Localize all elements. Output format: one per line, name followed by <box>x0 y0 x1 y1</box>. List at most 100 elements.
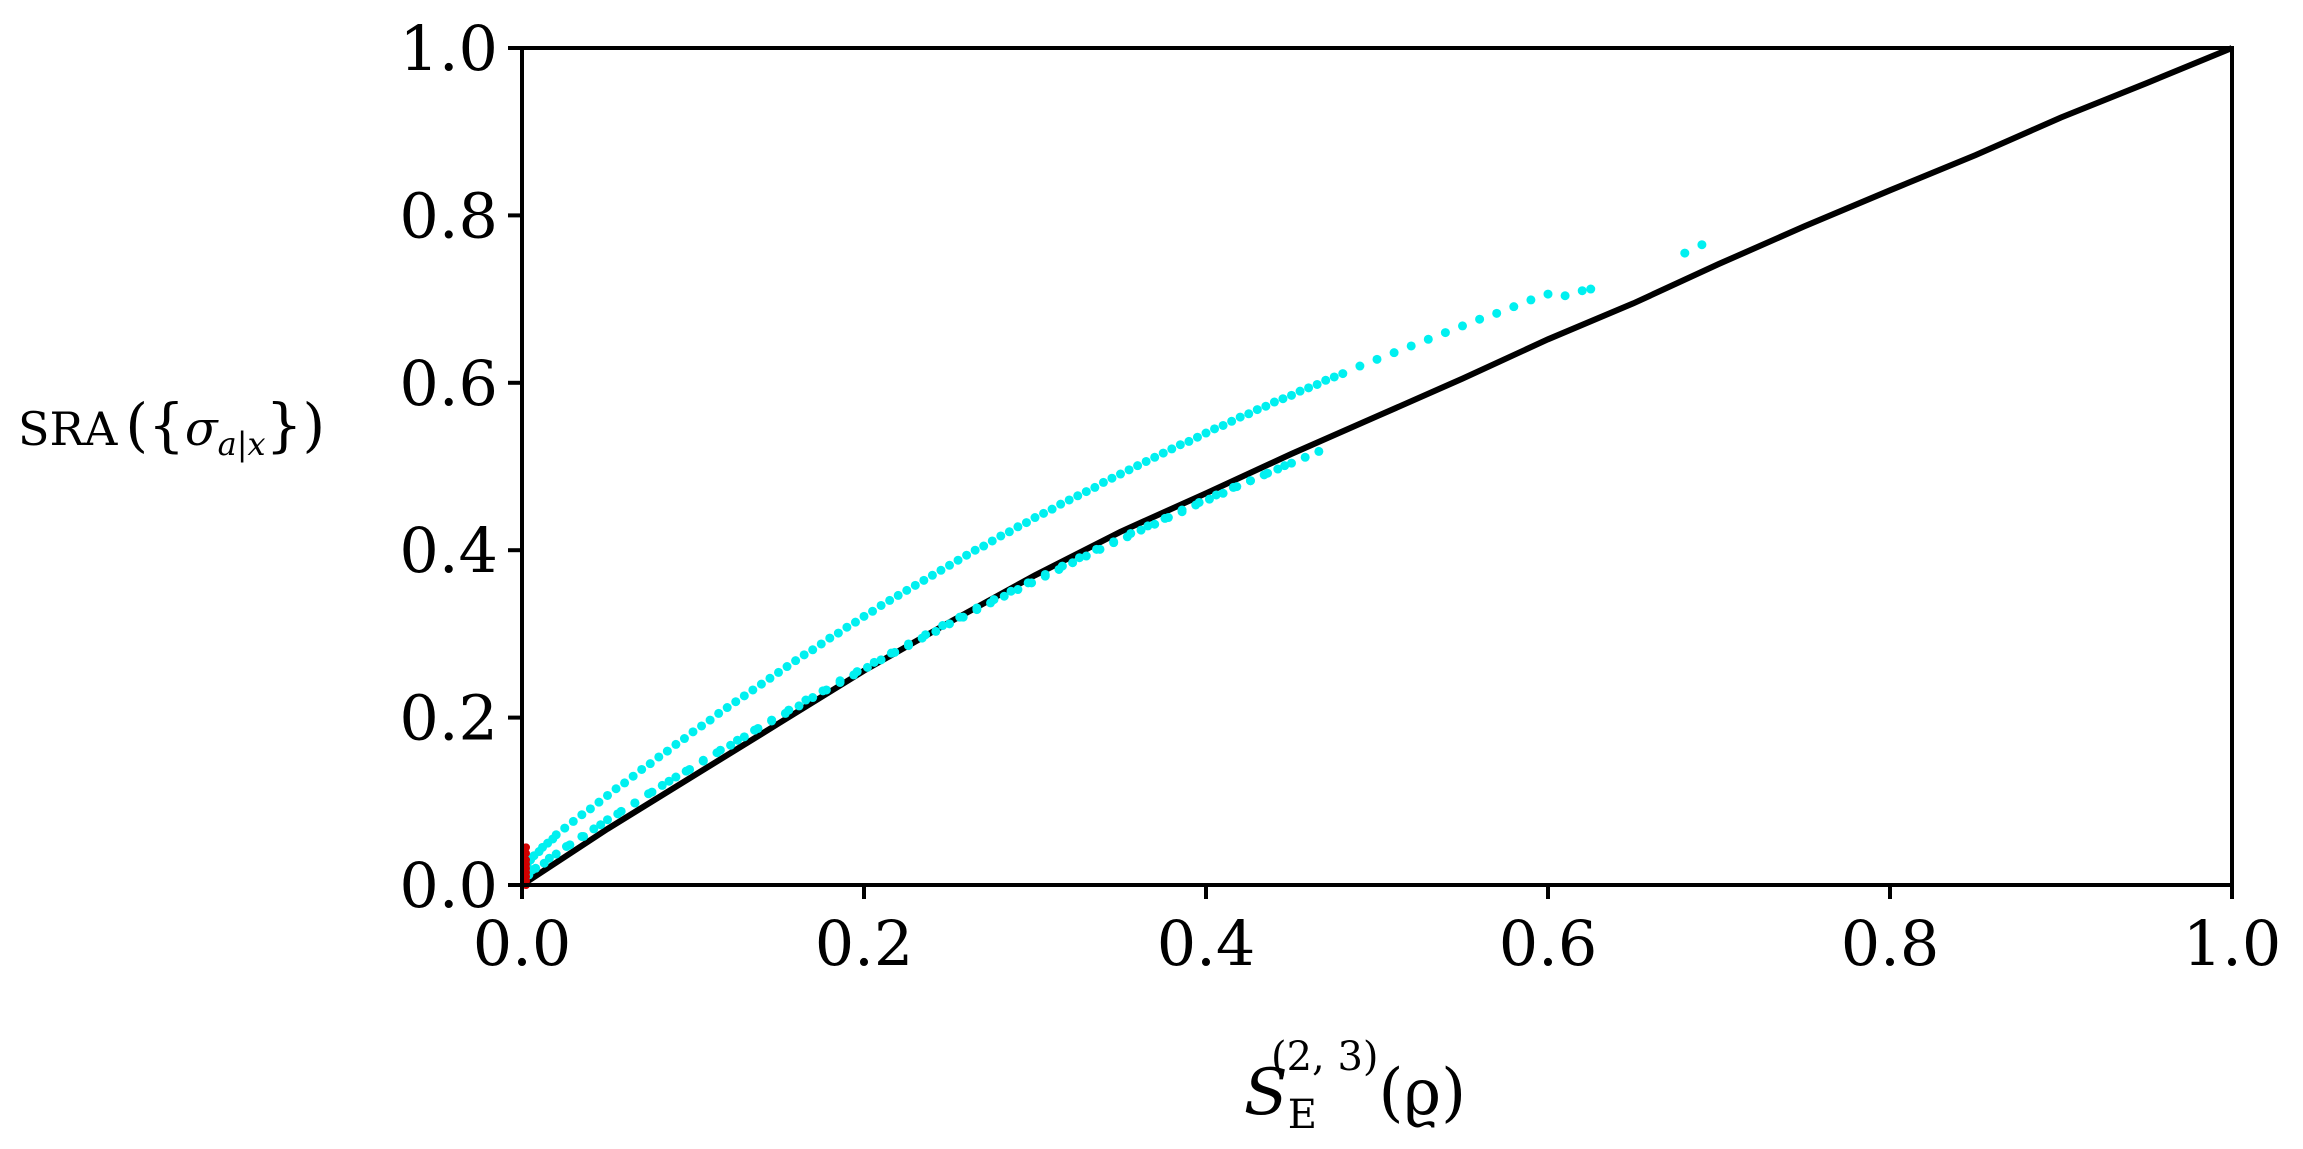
samples-point <box>1389 348 1399 358</box>
samples-point <box>799 650 809 660</box>
samples-point <box>1201 428 1211 438</box>
x-tick-label: 0.2 <box>815 907 914 980</box>
samples-point <box>664 776 674 786</box>
samples-point <box>1143 521 1153 531</box>
samples-point <box>962 550 972 560</box>
plot-area <box>520 45 2234 889</box>
y-tick-label: 0.6 <box>399 347 498 420</box>
samples-point <box>1252 405 1262 415</box>
samples-point <box>726 740 736 750</box>
samples-point <box>1263 468 1273 478</box>
samples-point <box>1312 379 1322 389</box>
samples-point <box>931 626 941 636</box>
samples-point <box>876 655 886 665</box>
samples-point <box>885 595 895 605</box>
samples-point <box>767 715 777 725</box>
y-tick-label: 0.4 <box>399 514 498 587</box>
samples-point <box>1047 504 1057 514</box>
samples-point <box>1013 585 1023 595</box>
samples-point <box>603 815 612 825</box>
samples-point <box>1244 409 1254 419</box>
samples-point <box>893 590 903 600</box>
samples-point <box>1218 420 1228 430</box>
samples-point <box>1184 436 1194 446</box>
samples-point <box>1006 586 1016 596</box>
samples-point <box>987 536 997 546</box>
samples-point <box>698 755 708 765</box>
samples-point <box>1440 328 1450 338</box>
y-axis-label-open: ({ <box>125 391 185 459</box>
samples-point <box>859 611 869 621</box>
y-tick-label: 0.2 <box>399 682 498 755</box>
samples-point <box>842 622 852 632</box>
samples-point <box>620 778 630 788</box>
samples-point <box>681 766 691 776</box>
samples-point <box>852 667 862 677</box>
samples-point <box>972 603 982 613</box>
x-tick-label: 0.8 <box>1841 907 1940 980</box>
samples-point <box>1073 491 1083 501</box>
samples-point <box>945 619 954 629</box>
samples-point <box>1543 289 1553 299</box>
samples-point <box>833 628 843 638</box>
samples-point <box>1074 553 1084 563</box>
x-tick-label: 0.6 <box>1499 907 1598 980</box>
samples-point <box>1287 390 1296 400</box>
samples-point <box>628 771 638 781</box>
samples-point <box>551 830 561 840</box>
samples-point <box>645 759 655 769</box>
samples-point <box>654 752 664 762</box>
samples-point <box>818 686 828 696</box>
samples-point <box>1211 490 1221 500</box>
samples-point <box>1107 473 1117 483</box>
samples-point <box>1560 291 1570 301</box>
samples-point <box>647 787 657 797</box>
samples-point <box>1372 354 1382 364</box>
samples-point <box>671 739 681 749</box>
samples-point <box>1175 440 1185 450</box>
samples-point <box>732 735 742 745</box>
samples-point <box>979 541 989 551</box>
y-axis-label-subscript: a|x <box>218 425 266 463</box>
samples-point <box>1126 528 1136 538</box>
x-axis-label-argument: (ϱ) <box>1379 1056 1467 1130</box>
samples-point <box>801 695 811 705</box>
samples-point <box>1057 561 1067 571</box>
samples-point <box>1475 314 1485 324</box>
samples-point <box>1177 505 1187 515</box>
samples-point <box>1064 495 1074 505</box>
samples-point <box>876 600 886 610</box>
samples-point <box>714 708 724 718</box>
samples-point <box>1329 372 1339 382</box>
samples-point <box>613 809 623 819</box>
samples-point <box>825 633 835 643</box>
samples-point <box>1314 446 1324 456</box>
samples-point <box>1526 295 1536 305</box>
samples-point <box>945 560 954 570</box>
samples-point <box>748 685 758 695</box>
samples-point <box>1338 369 1348 379</box>
samples-point <box>596 820 606 830</box>
samples-point <box>1109 537 1119 547</box>
samples-point <box>1227 416 1237 426</box>
samples-point <box>1680 248 1690 258</box>
samples-point <box>999 591 1009 601</box>
samples-point <box>1228 482 1238 492</box>
samples-point <box>902 585 912 595</box>
samples-point <box>1194 497 1204 507</box>
samples-point <box>527 865 537 875</box>
samples-point <box>1068 558 1078 568</box>
samples-point <box>1141 456 1151 466</box>
samples-point <box>886 648 896 658</box>
x-tick-label: 0.0 <box>473 907 572 980</box>
samples-point <box>544 853 554 863</box>
samples-point <box>1030 513 1040 523</box>
samples-point <box>989 595 999 605</box>
samples-point <box>750 725 760 735</box>
samples-point <box>1300 452 1310 462</box>
samples-point <box>1056 499 1066 509</box>
samples-point <box>903 639 913 649</box>
samples-point <box>1092 544 1102 554</box>
samples-point <box>697 721 707 731</box>
x-tick-label: 1.0 <box>2183 907 2282 980</box>
